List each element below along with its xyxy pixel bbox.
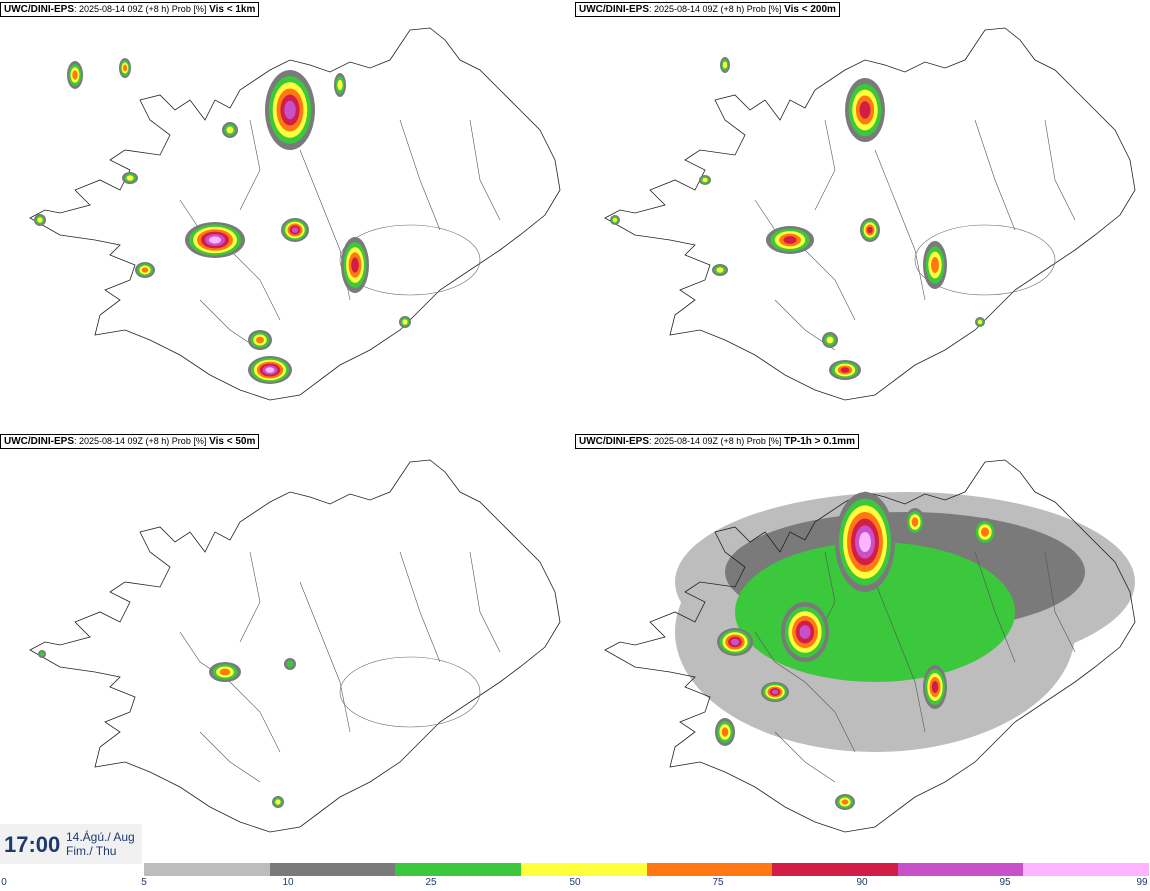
probability-contour [826,336,834,344]
colorbar-segment [520,863,647,876]
probability-colorbar [144,863,1149,876]
colorbar-tick: 25 [425,877,437,888]
probability-contour [841,799,849,805]
model-name: UWC/DINI-EPS [579,436,649,447]
probability-contour [859,101,871,119]
iceland-map [604,27,1136,401]
probability-contour [123,64,127,72]
probability-contour [126,175,134,181]
probability-contour [337,79,343,91]
panel-title: UWC/DINI-EPS: 2025-08-14 09Z (+8 h) Prob… [575,2,840,17]
probability-contour [931,257,939,273]
probability-contour [219,668,231,676]
probability-blobs [34,58,411,384]
probability-contour [840,367,850,373]
probability-contour [771,689,779,695]
panel-title: UWC/DINI-EPS: 2025-08-14 09Z (+8 h) Prob… [0,434,260,449]
run-info: : 2025-08-14 09Z (+8 h) Prob [%] [74,4,207,14]
colorbar-segment [269,863,396,876]
valid-date: 14.Ágú./ Aug Fim./ Thu [66,830,135,858]
probability-contour [977,319,983,325]
colorbar-segment [395,863,521,876]
run-info: : 2025-08-14 09Z (+8 h) Prob [%] [74,436,207,446]
probability-contour [931,681,939,693]
map-panel-vis-1km: UWC/DINI-EPS: 2025-08-14 09Z (+8 h) Prob… [0,0,575,430]
colorbar-segment [897,863,1024,876]
valid-date-line2: Fim./ Thu [66,844,117,858]
probability-contour [39,651,45,657]
probability-contour [265,367,275,373]
probability-contour [722,61,728,69]
probability-contour [72,70,78,80]
probability-contour [981,527,989,537]
valid-date-line1: 14.Ágú./ Aug [66,830,135,844]
field-name: Vis < 50m [209,436,256,447]
colorbar-tick: 10 [282,877,294,888]
run-info: : 2025-08-14 09Z (+8 h) Prob [%] [649,4,782,14]
colorbar-segment [772,863,898,876]
probability-contour [209,236,221,244]
colorbar-tick: 75 [712,877,724,888]
probability-contour [284,100,296,120]
iceland-map [604,459,1136,833]
colorbar-tick: 5 [141,877,147,888]
probability-blobs [38,650,296,808]
valid-time-stamp: 17:00 14.Ágú./ Aug Fim./ Thu [0,824,142,864]
model-name: UWC/DINI-EPS [4,436,74,447]
model-name: UWC/DINI-EPS [4,4,74,15]
probability-contour [721,727,729,737]
probability-contour [612,217,618,223]
probability-contour [911,517,919,527]
probability-contour [799,625,811,639]
panel-title: UWC/DINI-EPS: 2025-08-14 09Z (+8 h) Prob… [575,434,859,449]
probability-contour [867,226,873,234]
field-name: Vis < 1km [209,4,256,15]
probability-contour [402,319,408,325]
colorbar-tick: 95 [999,877,1011,888]
field-name: TP-1h > 0.1mm [784,436,855,447]
probability-contour [351,257,359,273]
panel-title: UWC/DINI-EPS: 2025-08-14 09Z (+8 h) Prob… [0,2,260,17]
field-name: Vis < 200m [784,4,836,15]
map-panel-vis-50m: UWC/DINI-EPS: 2025-08-14 09Z (+8 h) Prob… [0,432,575,862]
probability-contour [37,217,43,223]
probability-contour [286,660,294,668]
colorbar-segment [646,863,773,876]
colorbar-tick: 0 [1,877,7,888]
probability-contour [702,177,708,183]
probability-contour [291,227,299,233]
map-panel-vis-200m: UWC/DINI-EPS: 2025-08-14 09Z (+8 h) Prob… [575,0,1150,430]
probability-blobs [715,492,997,810]
probability-contour [730,638,740,646]
colorbar-tick: 50 [569,877,581,888]
colorbar-segment [1023,863,1149,876]
probability-contour [783,236,797,244]
iceland-map [29,459,561,833]
probability-contour [859,532,871,552]
colorbar-tick: 99 [1136,877,1148,888]
probability-contour [716,267,724,273]
model-name: UWC/DINI-EPS [579,4,649,15]
run-info: : 2025-08-14 09Z (+8 h) Prob [%] [649,436,782,446]
probability-contour [141,267,149,273]
precip-field [675,492,1135,752]
colorbar-segment [144,863,270,876]
map-panel-tp-1h: UWC/DINI-EPS: 2025-08-14 09Z (+8 h) Prob… [575,432,1150,862]
probability-contour [256,336,264,344]
probability-contour [226,126,234,134]
probability-contour [275,799,281,805]
iceland-map [29,27,561,401]
probability-blobs [610,57,985,380]
valid-time: 17:00 [4,832,61,857]
colorbar-tick: 90 [856,877,868,888]
